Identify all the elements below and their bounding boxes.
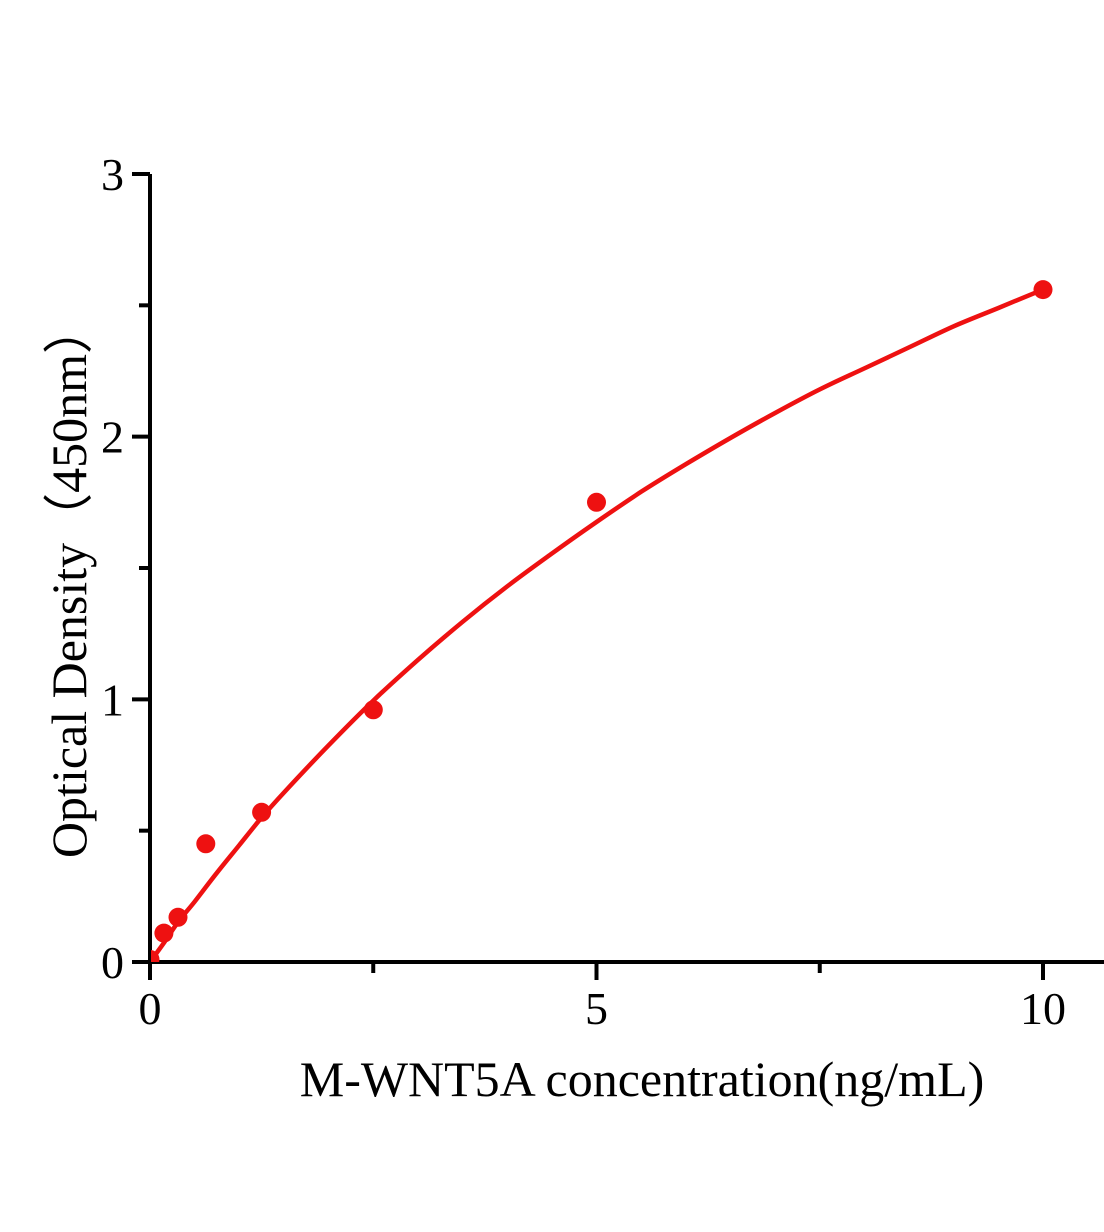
y-tick-label: 2 (101, 412, 124, 463)
data-point (363, 700, 383, 720)
y-tick-label: 0 (101, 937, 124, 988)
elisa-standard-curve-figure: 0 5 10 0 1 2 3 M-WNT5A concentration(ng/mL) Op… (40, 16, 1104, 1216)
tick-label-layer: 0 5 10 0 1 2 3 (101, 149, 1066, 1034)
x-tick-label: 0 (139, 983, 162, 1034)
x-axis-title: M-WNT5A concentration(ng/mL) (300, 1051, 985, 1107)
data-layer (151, 280, 1053, 962)
y-tick-label: 1 (101, 674, 124, 725)
fit-curve-line (151, 287, 1046, 962)
data-point (151, 949, 160, 962)
y-axis-title: Optical Density（450nm） (41, 304, 97, 858)
data-point (154, 923, 174, 943)
x-tick-label: 10 (1020, 983, 1066, 1034)
data-point (587, 492, 606, 512)
chart-canvas: 0 5 10 0 1 2 3 M-WNT5A concentration(ng/mL) Op… (41, 149, 1104, 1107)
data-point (252, 802, 272, 822)
y-tick-label: 3 (101, 149, 124, 200)
data-point (196, 834, 216, 854)
data-point (168, 907, 188, 927)
axes-layer (132, 171, 1104, 980)
data-point (1033, 280, 1053, 300)
x-tick-label: 5 (585, 983, 608, 1034)
